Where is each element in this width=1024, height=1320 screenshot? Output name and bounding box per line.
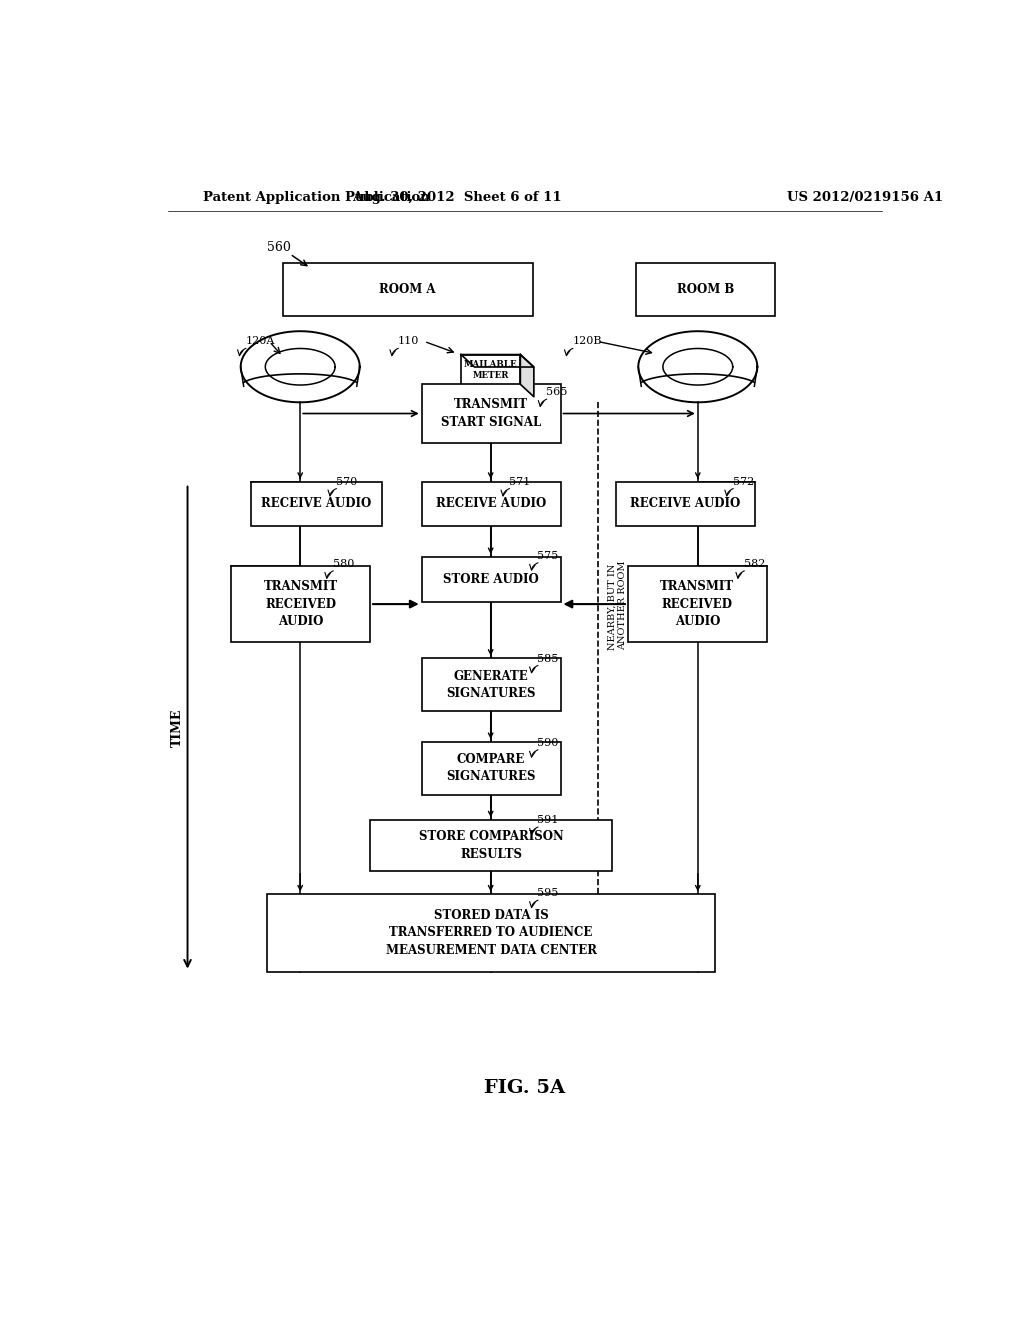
Text: TRANSMIT
START SIGNAL: TRANSMIT START SIGNAL (441, 399, 542, 429)
Text: 560: 560 (267, 242, 291, 255)
FancyBboxPatch shape (370, 820, 612, 871)
Text: GENERATE
SIGNATURES: GENERATE SIGNATURES (446, 669, 536, 700)
Text: STORE AUDIO: STORE AUDIO (443, 573, 539, 586)
Text: 120B: 120B (572, 337, 602, 346)
Text: 570: 570 (336, 477, 357, 487)
Polygon shape (461, 355, 520, 384)
Text: 120A: 120A (246, 337, 274, 346)
Text: Patent Application Publication: Patent Application Publication (204, 190, 430, 203)
Text: 585: 585 (538, 653, 559, 664)
FancyBboxPatch shape (422, 482, 560, 527)
Text: 110: 110 (397, 337, 419, 346)
Text: FIG. 5A: FIG. 5A (484, 1080, 565, 1097)
FancyBboxPatch shape (422, 384, 560, 444)
Text: 582: 582 (743, 560, 765, 569)
FancyBboxPatch shape (267, 894, 715, 972)
FancyBboxPatch shape (422, 742, 560, 795)
Text: RECEIVE AUDIO: RECEIVE AUDIO (261, 498, 372, 511)
Text: COMPARE
SIGNATURES: COMPARE SIGNATURES (446, 752, 536, 784)
Text: TRANSMIT
RECEIVED
AUDIO: TRANSMIT RECEIVED AUDIO (660, 579, 734, 628)
FancyBboxPatch shape (422, 659, 560, 711)
FancyBboxPatch shape (422, 557, 560, 602)
Text: TIME: TIME (171, 709, 183, 747)
Text: 580: 580 (333, 560, 354, 569)
Text: ROOM B: ROOM B (677, 282, 734, 296)
Text: STORED DATA IS
TRANSFERRED TO AUDIENCE
MEASUREMENT DATA CENTER: STORED DATA IS TRANSFERRED TO AUDIENCE M… (386, 909, 597, 957)
Text: RECEIVE AUDIO: RECEIVE AUDIO (436, 498, 546, 511)
Text: MAILABLE
METER: MAILABLE METER (464, 360, 517, 380)
FancyBboxPatch shape (628, 566, 767, 643)
Text: TRANSMIT
RECEIVED
AUDIO: TRANSMIT RECEIVED AUDIO (263, 579, 338, 628)
FancyBboxPatch shape (231, 566, 370, 643)
Text: STORE COMPARISON
RESULTS: STORE COMPARISON RESULTS (419, 830, 563, 861)
Text: 565: 565 (546, 387, 567, 397)
FancyBboxPatch shape (636, 263, 775, 315)
Text: ROOM A: ROOM A (380, 282, 436, 296)
FancyBboxPatch shape (616, 482, 755, 527)
Text: Aug. 30, 2012  Sheet 6 of 11: Aug. 30, 2012 Sheet 6 of 11 (352, 190, 562, 203)
Text: 572: 572 (733, 477, 754, 487)
Polygon shape (461, 355, 534, 367)
Text: NEARBY, BUT IN
ANOTHER ROOM: NEARBY, BUT IN ANOTHER ROOM (607, 561, 628, 651)
Text: 571: 571 (509, 477, 530, 487)
Text: 575: 575 (538, 550, 559, 561)
FancyBboxPatch shape (283, 263, 532, 315)
FancyBboxPatch shape (251, 482, 382, 527)
Text: RECEIVE AUDIO: RECEIVE AUDIO (631, 498, 740, 511)
Text: US 2012/0219156 A1: US 2012/0219156 A1 (786, 190, 943, 203)
Polygon shape (520, 355, 534, 397)
Text: 591: 591 (538, 816, 559, 825)
Text: 590: 590 (538, 738, 559, 748)
Text: 595: 595 (538, 888, 559, 899)
